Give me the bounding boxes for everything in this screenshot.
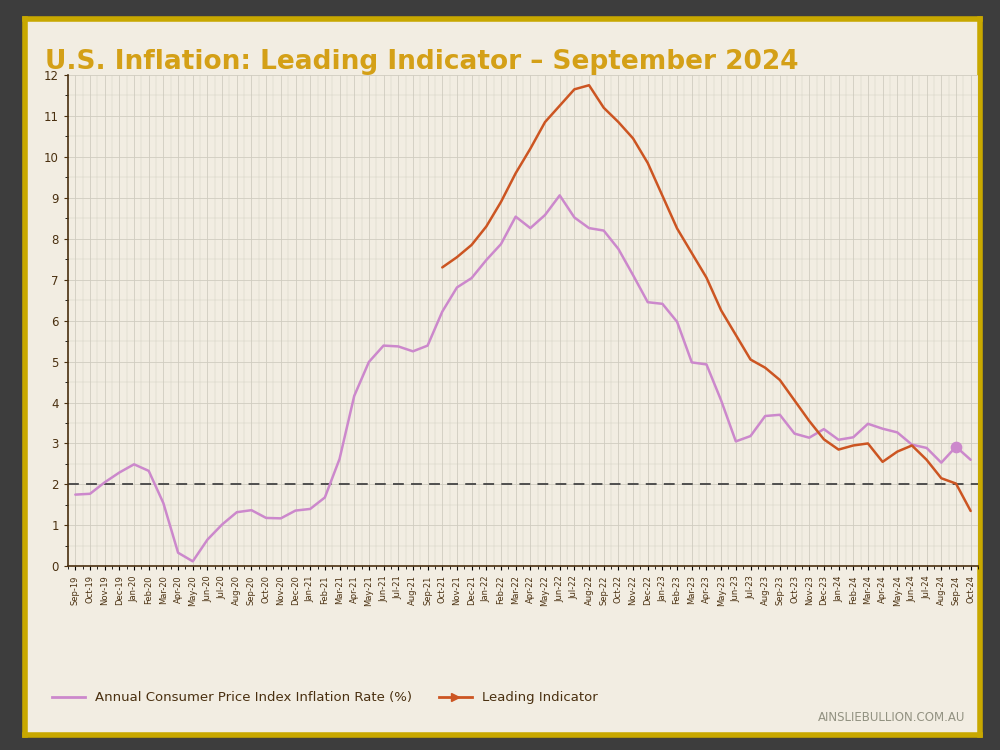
Text: AINSLIEBULLION.COM.AU: AINSLIEBULLION.COM.AU bbox=[818, 711, 965, 724]
Legend: Annual Consumer Price Index Inflation Rate (%), Leading Indicator: Annual Consumer Price Index Inflation Ra… bbox=[47, 686, 603, 709]
Text: U.S. Inflation: Leading Indicator – September 2024: U.S. Inflation: Leading Indicator – Sept… bbox=[45, 49, 798, 75]
Point bbox=[948, 441, 964, 453]
